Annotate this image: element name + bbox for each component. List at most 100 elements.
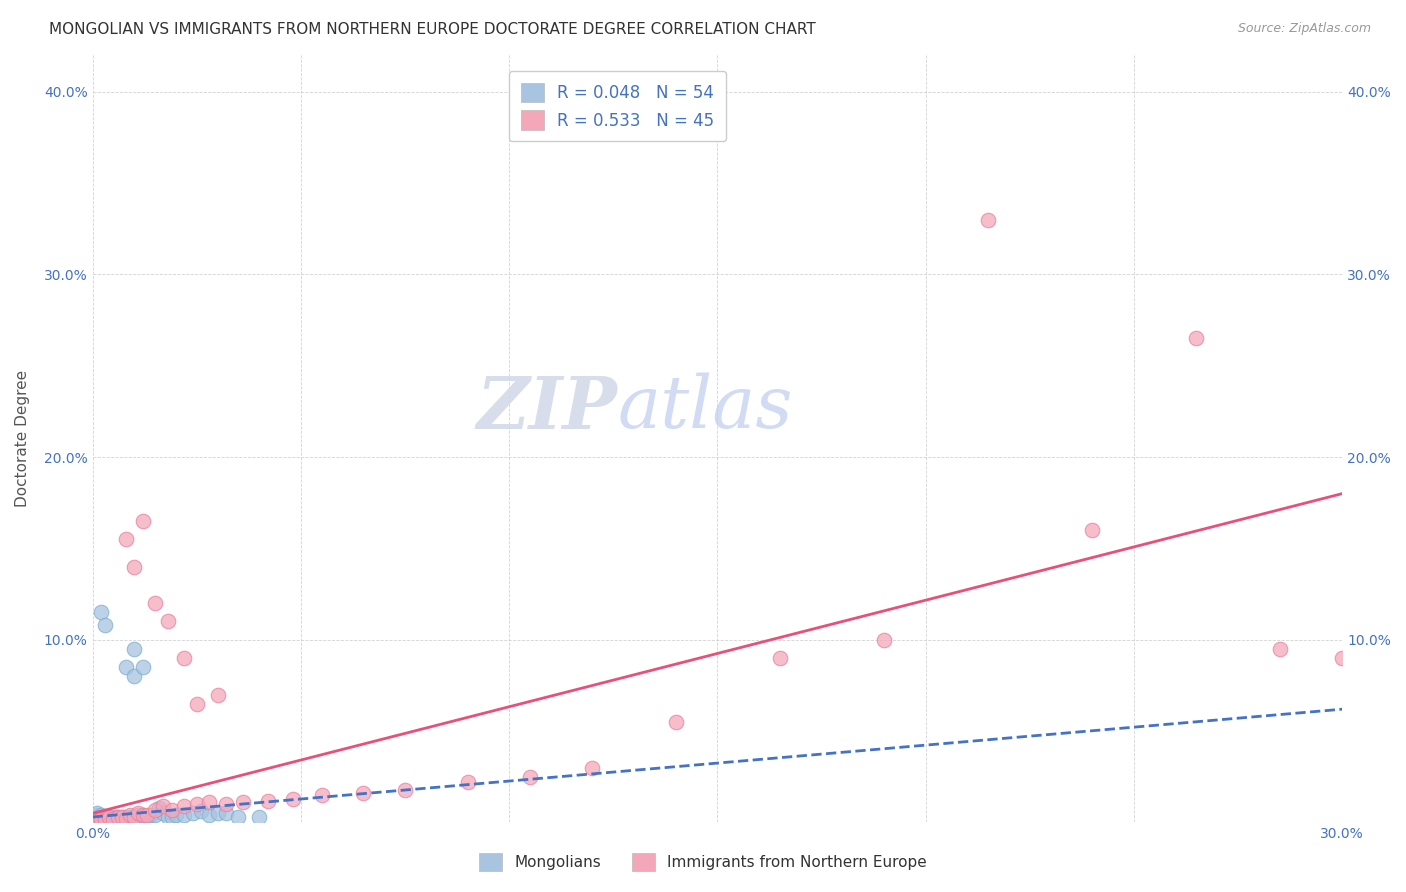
- Point: [86, 810, 108, 824]
- Point: [124, 810, 146, 824]
- Point: [103, 812, 125, 826]
- Point: [519, 770, 541, 784]
- Point: [90, 814, 112, 828]
- Point: [215, 797, 238, 812]
- Point: [111, 812, 134, 826]
- Point: [186, 697, 208, 711]
- Point: [190, 805, 212, 819]
- Point: [143, 803, 166, 817]
- Point: [90, 812, 112, 826]
- Point: [394, 782, 416, 797]
- Point: [111, 810, 134, 824]
- Point: [103, 810, 125, 824]
- Point: [86, 808, 108, 822]
- Point: [98, 812, 121, 826]
- Point: [173, 651, 195, 665]
- Point: [90, 812, 112, 826]
- Point: [98, 810, 121, 824]
- Point: [186, 797, 208, 812]
- Text: MONGOLIAN VS IMMIGRANTS FROM NORTHERN EUROPE DOCTORATE DEGREE CORRELATION CHART: MONGOLIAN VS IMMIGRANTS FROM NORTHERN EU…: [49, 22, 815, 37]
- Point: [90, 810, 112, 824]
- Point: [107, 810, 129, 824]
- Point: [103, 812, 125, 826]
- Point: [198, 796, 221, 810]
- Point: [90, 808, 112, 822]
- Point: [769, 651, 792, 665]
- Point: [198, 808, 221, 822]
- Point: [165, 808, 187, 822]
- Point: [135, 810, 157, 824]
- Point: [143, 808, 166, 822]
- Point: [181, 806, 204, 821]
- Point: [1268, 641, 1291, 656]
- Text: ZIP: ZIP: [477, 373, 617, 443]
- Point: [139, 808, 162, 822]
- Point: [281, 791, 304, 805]
- Point: [143, 596, 166, 610]
- Point: [135, 808, 157, 822]
- Point: [665, 714, 688, 729]
- Point: [131, 808, 153, 822]
- Legend: Mongolians, Immigrants from Northern Europe: Mongolians, Immigrants from Northern Eur…: [474, 847, 932, 877]
- Point: [107, 810, 129, 824]
- Point: [160, 803, 183, 817]
- Point: [131, 660, 153, 674]
- Point: [115, 660, 138, 674]
- Text: atlas: atlas: [617, 373, 793, 443]
- Point: [94, 810, 117, 824]
- Point: [111, 810, 134, 824]
- Point: [156, 810, 179, 824]
- Point: [977, 212, 1000, 227]
- Point: [247, 810, 270, 824]
- Point: [115, 533, 138, 547]
- Point: [103, 812, 125, 826]
- Point: [152, 806, 174, 821]
- Point: [94, 812, 117, 826]
- Point: [94, 812, 117, 826]
- Point: [86, 812, 108, 826]
- Point: [581, 761, 603, 775]
- Point: [148, 801, 170, 815]
- Point: [86, 814, 108, 828]
- Point: [86, 814, 108, 828]
- Point: [98, 814, 121, 828]
- Point: [115, 810, 138, 824]
- Point: [131, 808, 153, 822]
- Point: [94, 814, 117, 828]
- Point: [173, 799, 195, 814]
- Point: [115, 812, 138, 826]
- Point: [215, 806, 238, 821]
- Point: [873, 632, 896, 647]
- Point: [173, 808, 195, 822]
- Point: [124, 641, 146, 656]
- Legend: R = 0.048   N = 54, R = 0.533   N = 45: R = 0.048 N = 54, R = 0.533 N = 45: [509, 71, 725, 141]
- Point: [90, 812, 112, 826]
- Point: [311, 788, 333, 802]
- Point: [90, 814, 112, 828]
- Point: [207, 806, 229, 821]
- Point: [94, 618, 117, 632]
- Point: [127, 808, 149, 822]
- Point: [120, 812, 142, 826]
- Point: [86, 806, 108, 821]
- Point: [111, 814, 134, 828]
- Point: [124, 559, 146, 574]
- Point: [156, 615, 179, 629]
- Text: Source: ZipAtlas.com: Source: ZipAtlas.com: [1237, 22, 1371, 36]
- Point: [98, 812, 121, 826]
- Point: [107, 814, 129, 828]
- Y-axis label: Doctorate Degree: Doctorate Degree: [15, 370, 30, 508]
- Point: [94, 814, 117, 828]
- Point: [107, 812, 129, 826]
- Point: [98, 810, 121, 824]
- Point: [1081, 523, 1104, 537]
- Point: [124, 812, 146, 826]
- Point: [228, 810, 250, 824]
- Point: [115, 812, 138, 826]
- Point: [256, 793, 278, 807]
- Point: [457, 775, 479, 789]
- Point: [124, 669, 146, 683]
- Point: [232, 796, 254, 810]
- Point: [120, 808, 142, 822]
- Point: [94, 812, 117, 826]
